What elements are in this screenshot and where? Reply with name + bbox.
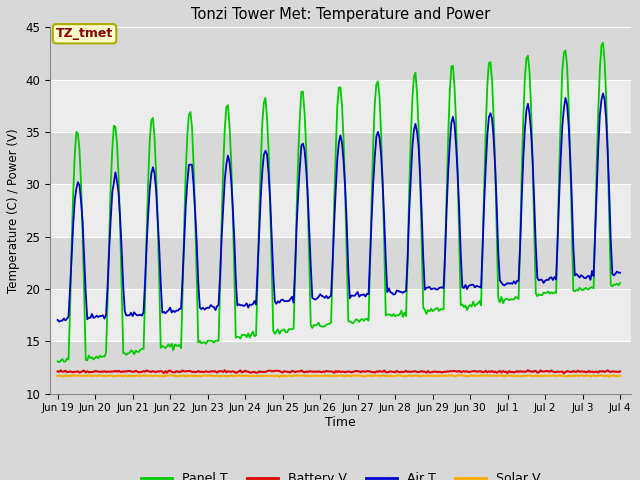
Panel T <box>616 280 624 286</box>
Air T <box>599 91 607 96</box>
Air T <box>376 135 383 141</box>
Bar <box>50 184 632 237</box>
Panel T <box>55 360 63 365</box>
Air T <box>394 288 402 294</box>
Solar V <box>276 374 284 380</box>
Solar V <box>54 373 61 379</box>
Battery V <box>524 367 532 373</box>
Panel T <box>394 312 402 318</box>
Title: Tonzi Tower Met: Temperature and Power: Tonzi Tower Met: Temperature and Power <box>191 7 490 22</box>
X-axis label: Time: Time <box>325 416 356 429</box>
Solar V <box>376 373 383 379</box>
Solar V <box>407 373 415 379</box>
Air T <box>71 197 79 203</box>
Air T <box>54 317 61 323</box>
Panel T <box>71 152 79 157</box>
Air T <box>55 319 63 324</box>
Bar <box>50 27 632 80</box>
Line: Panel T: Panel T <box>58 43 620 362</box>
Battery V <box>159 369 166 374</box>
Solar V <box>616 373 624 379</box>
Bar <box>50 132 632 184</box>
Panel T <box>549 291 557 297</box>
Air T <box>549 277 557 283</box>
Bar <box>50 237 632 289</box>
Panel T <box>160 344 168 350</box>
Battery V <box>560 371 568 376</box>
Line: Air T: Air T <box>58 94 620 322</box>
Y-axis label: Temperature (C) / Power (V): Temperature (C) / Power (V) <box>7 128 20 293</box>
Panel T <box>599 40 607 46</box>
Battery V <box>374 369 382 374</box>
Battery V <box>54 369 61 374</box>
Battery V <box>393 368 401 374</box>
Battery V <box>616 369 624 374</box>
Legend: Panel T, Battery V, Air T, Solar V: Panel T, Battery V, Air T, Solar V <box>136 467 545 480</box>
Panel T <box>376 94 383 100</box>
Solar V <box>394 372 402 378</box>
Air T <box>407 177 415 182</box>
Panel T <box>407 135 415 141</box>
Panel T <box>54 359 61 364</box>
Bar <box>50 341 632 394</box>
Battery V <box>405 369 413 374</box>
Air T <box>616 270 624 276</box>
Solar V <box>577 372 585 378</box>
Text: TZ_tmet: TZ_tmet <box>56 27 113 40</box>
Battery V <box>69 370 77 375</box>
Solar V <box>549 372 557 378</box>
Line: Battery V: Battery V <box>58 370 620 373</box>
Line: Solar V: Solar V <box>58 375 620 377</box>
Battery V <box>549 369 557 374</box>
Solar V <box>159 373 166 379</box>
Bar <box>50 289 632 341</box>
Bar <box>50 80 632 132</box>
Air T <box>160 309 168 315</box>
Solar V <box>69 372 77 378</box>
